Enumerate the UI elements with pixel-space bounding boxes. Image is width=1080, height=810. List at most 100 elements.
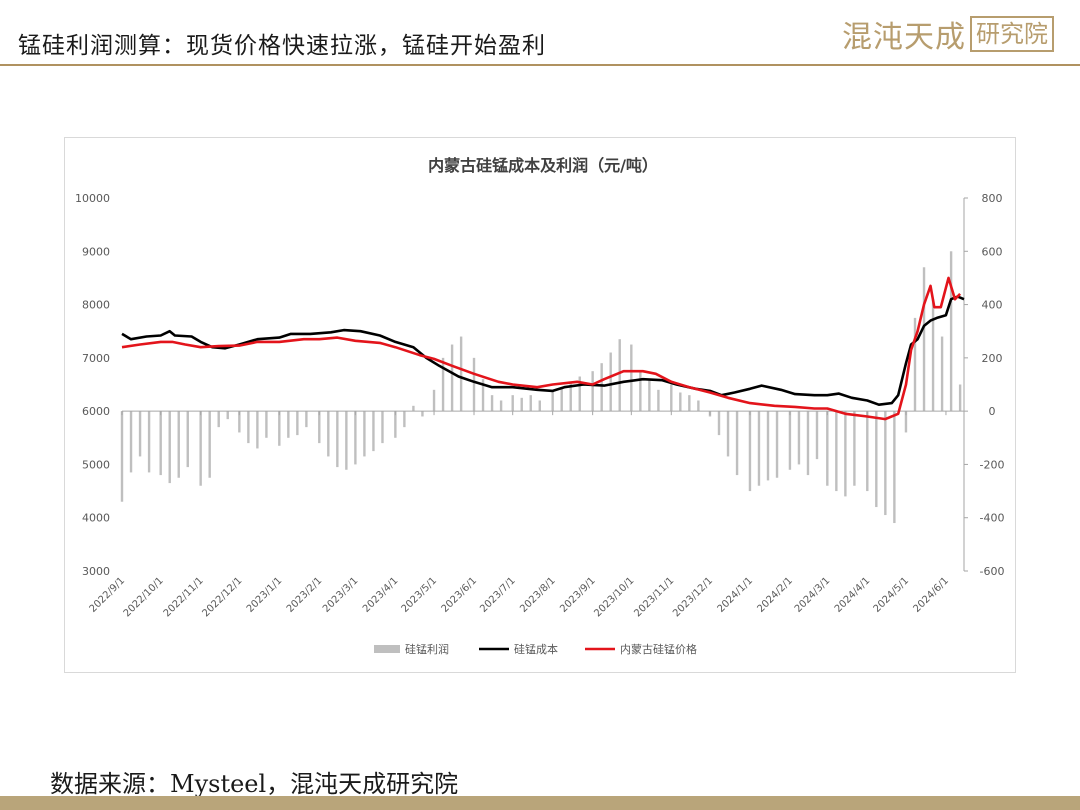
profit-bar (336, 411, 339, 468)
profit-bar (138, 411, 142, 457)
profit-bar (412, 405, 415, 412)
y-left-tick-label: 4000 (82, 512, 110, 525)
profit-bar (394, 411, 397, 438)
profit-bar (697, 400, 700, 412)
x-tick-label: 2023/11/1 (632, 575, 676, 619)
profit-bar (129, 411, 133, 473)
profit-bar (630, 344, 633, 412)
profit-bar (618, 339, 621, 412)
profit-bar (853, 411, 856, 486)
profit-bar (168, 411, 171, 484)
profit-bar (238, 411, 241, 433)
y-left-tick-label: 3000 (82, 565, 110, 578)
profit-bar (600, 363, 603, 412)
profit-bar (208, 411, 211, 478)
chart-frame: 内蒙古硅锰成本及利润（元/吨） 3000 4000 5000 6000 7000 8000 9… (64, 137, 1016, 673)
profit-bar (913, 317, 917, 412)
profit-bar (904, 411, 908, 433)
price-line (121, 276, 962, 421)
profit-bar (648, 379, 651, 412)
profit-bar (120, 411, 124, 502)
legend-swatch-profit (374, 645, 400, 653)
brand-box-label: 研究院 (970, 16, 1054, 52)
profit-bar (538, 400, 541, 412)
profit-bar (766, 411, 770, 481)
footer-bar (0, 796, 1080, 810)
profit-bar (363, 411, 366, 457)
brand-logo: 混沌天成 研究院 (842, 14, 1054, 55)
y-right-tick-label: -600 (980, 565, 1005, 578)
profit-bar (432, 389, 436, 412)
legend-label-cost: 硅锰成本 (514, 642, 558, 656)
profit-bar (529, 395, 532, 412)
x-tick-label: 2023/3/1 (321, 575, 361, 615)
profit-bar (735, 411, 739, 476)
profit-bar (958, 384, 962, 412)
profit-bar (639, 371, 642, 412)
x-tick-label: 2023/4/1 (361, 575, 401, 615)
profit-bar (949, 251, 953, 412)
profit-bar (354, 411, 357, 465)
x-tick-label: 2023/1/1 (245, 575, 285, 615)
profit-bar (844, 411, 847, 497)
x-tick-label: 2023/10/1 (592, 575, 636, 619)
profit-bar (305, 411, 308, 428)
profit-bar (875, 411, 878, 508)
profit-bar (450, 344, 454, 412)
profit-bar (147, 411, 151, 473)
legend-label-price: 内蒙古硅锰价格 (620, 642, 697, 656)
profit-bar (893, 411, 896, 524)
x-tick-label: 2024/3/1 (793, 575, 833, 615)
y-left-tick-label: 7000 (82, 352, 110, 365)
profit-bar (560, 387, 563, 412)
profit-bar (717, 411, 721, 436)
profit-bar (520, 397, 523, 412)
profit-bar (441, 357, 445, 412)
profit-bar (815, 411, 819, 460)
profit-bar (186, 411, 189, 468)
profit-bar (472, 357, 476, 412)
profit-bar (177, 411, 180, 478)
profit-bar (481, 379, 485, 412)
profit-bar (748, 411, 752, 492)
header-divider (0, 64, 1080, 66)
y-right-tick-label: -400 (980, 512, 1005, 525)
profit-bar (345, 411, 348, 470)
profit-bar (278, 411, 281, 446)
profit-bar (775, 411, 779, 478)
profit-bar (247, 411, 250, 444)
x-tick-label: 2022/11/1 (162, 575, 206, 619)
chart-title: 内蒙古硅锰成本及利润（元/吨） (428, 156, 658, 175)
profit-bar (931, 299, 935, 412)
profit-bar (296, 411, 299, 436)
profit-bar (381, 411, 384, 444)
x-tick-label: 2023/12/1 (671, 575, 715, 619)
x-tick-label: 2024/5/1 (872, 575, 912, 615)
page-title: 锰硅利润测算：现货价格快速拉涨，锰硅开始盈利 (18, 33, 546, 59)
y-right-tick-label: 200 (982, 352, 1003, 365)
x-tick-label: 2023/2/1 (285, 575, 325, 615)
profit-bar (940, 336, 944, 412)
profit-bar (318, 411, 321, 444)
x-tick-label: 2023/6/1 (440, 575, 480, 615)
profit-bar (591, 371, 594, 412)
profit-bar (256, 411, 259, 449)
profit-bar (459, 336, 463, 412)
profit-bar (217, 411, 220, 428)
x-tick-label: 2022/10/1 (122, 575, 166, 619)
profit-bar (679, 392, 682, 412)
profit-bar (688, 395, 691, 412)
legend-label-profit: 硅锰利润 (405, 642, 449, 656)
profit-bar (835, 411, 838, 492)
x-tick-label: 2022/9/1 (88, 575, 128, 615)
x-tick-label: 2024/6/1 (912, 575, 952, 615)
chart-svg: 内蒙古硅锰成本及利润（元/吨）3000400050006000700080009… (75, 156, 1005, 656)
profit-bar (670, 384, 673, 412)
profit-bar (757, 411, 761, 486)
x-tick-label: 2024/2/1 (756, 575, 796, 615)
profit-bar (421, 411, 424, 417)
profit-bar (159, 411, 162, 476)
profit-bar (826, 411, 829, 486)
profit-bar (226, 411, 229, 420)
profit-bar (657, 389, 660, 412)
